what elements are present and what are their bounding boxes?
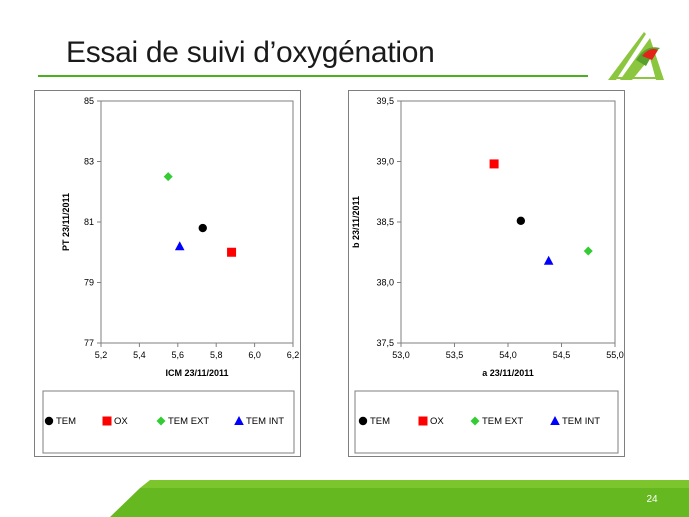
legend-marker [44, 416, 54, 426]
legend-marker [418, 416, 428, 426]
legend-label: TEM [370, 416, 390, 427]
x-tick-label: 54,5 [553, 350, 571, 360]
x-tick-label: 55,0 [606, 350, 624, 360]
x-tick-label: 53,0 [392, 350, 410, 360]
y-tick-label: 85 [84, 96, 94, 106]
chart-panel-left: 77 79 81 83 85 5,2 5,4 5,6 5,8 6,0 6,2 ICM 23/11/20… [34, 90, 301, 457]
data-point [583, 246, 593, 256]
legend-label: OX [114, 416, 128, 427]
data-point [543, 255, 554, 265]
x-axis-label: ICM 23/11/2011 [165, 368, 228, 378]
legend-box [354, 390, 619, 454]
y-tick-label: 77 [84, 338, 94, 348]
y-axis-label: PT 23/11/2011 [61, 193, 71, 251]
legend-label: TEM [56, 416, 76, 427]
title-underline [38, 75, 588, 77]
y-tick-label: 79 [84, 278, 94, 288]
x-tick-label: 5,4 [133, 350, 146, 360]
x-tick-label: 5,8 [210, 350, 223, 360]
legend-marker [102, 416, 112, 426]
scatter-chart-b-vs-a: 37,5 38,0 38,5 39,0 39,5 53,0 53,5 54,0 54,5 55,0… [351, 96, 624, 454]
legend-label: TEM INT [562, 416, 600, 427]
legend-label: TEM EXT [482, 416, 523, 427]
legend-marker [470, 416, 480, 426]
y-tick-label: 37,5 [376, 338, 394, 348]
data-point [489, 159, 499, 169]
scatter-chart-pt-vs-icm: 77 79 81 83 85 5,2 5,4 5,6 5,8 6,0 6,2 ICM 23/11/20… [42, 96, 300, 454]
legend-marker [156, 416, 166, 426]
data-point [516, 216, 526, 225]
y-tick-label: 81 [84, 217, 94, 227]
plot-area [100, 100, 294, 344]
y-tick-label: 38,0 [376, 278, 394, 288]
y-tick-label: 83 [84, 157, 94, 167]
chart-panel-right: 37,5 38,0 38,5 39,0 39,5 53,0 53,5 54,0 54,5 55,0… [348, 90, 625, 457]
company-logo-icon [608, 32, 664, 80]
legend-marker [358, 416, 368, 426]
y-tick-label: 39,5 [376, 96, 394, 106]
legend-label: TEM INT [246, 416, 284, 427]
x-tick-label: 6,0 [248, 350, 261, 360]
data-point [227, 247, 237, 257]
legend-marker [550, 416, 560, 425]
page-number: 24 [646, 494, 658, 505]
x-tick-label: 53,5 [446, 350, 464, 360]
y-axis-label: b 23/11/2011 [351, 196, 361, 248]
legend-marker [234, 416, 244, 425]
data-point [174, 241, 185, 251]
footer-band [110, 480, 689, 517]
data-point [198, 223, 207, 233]
legend-label: OX [430, 416, 444, 427]
plot-area [400, 100, 616, 344]
legend-box [42, 390, 295, 454]
slide-title: Essai de suivi d’oxygénation [66, 36, 435, 69]
x-tick-label: 54,0 [499, 350, 517, 360]
legend-label: TEM EXT [168, 416, 209, 427]
data-point [163, 172, 173, 182]
y-tick-label: 39,0 [376, 157, 394, 167]
x-axis-label: a 23/11/2011 [482, 368, 534, 378]
x-tick-label: 5,2 [95, 350, 108, 360]
x-tick-label: 6,2 [287, 350, 300, 360]
x-tick-label: 5,6 [172, 350, 185, 360]
y-tick-label: 38,5 [376, 217, 394, 227]
